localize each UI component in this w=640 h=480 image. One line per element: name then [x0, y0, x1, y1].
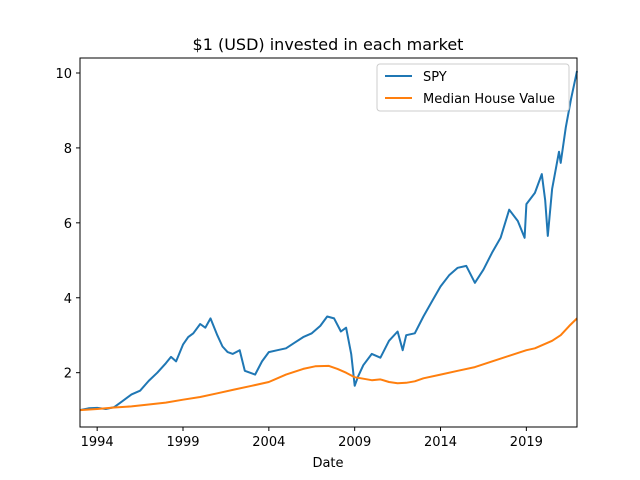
- y-tick-label: 10: [55, 67, 72, 82]
- series-line-0: [79, 70, 578, 412]
- x-tick-label: 1994: [81, 435, 114, 450]
- axes-layer: 1994 1999 2004 2009 2014 2019 2 4 6 8 10: [55, 57, 578, 450]
- y-tick-label: 2: [64, 367, 72, 382]
- axes-frame: [79, 57, 578, 428]
- x-tick-label: 2009: [338, 435, 371, 450]
- x-tick-label: 1999: [166, 435, 199, 450]
- y-tick-label: 4: [64, 292, 72, 307]
- legend-label-0: SPY: [423, 70, 447, 85]
- y-tick-label: 8: [64, 142, 72, 157]
- x-tick-label: 2019: [510, 435, 543, 450]
- chart-title: $1 (USD) invested in each market: [193, 35, 464, 54]
- x-tick-label: 2014: [424, 435, 457, 450]
- series-line-1: [79, 317, 578, 412]
- legend: SPY Median House Value: [376, 63, 570, 112]
- series-layer: [79, 70, 578, 412]
- y-tick-label: 6: [64, 217, 72, 232]
- x-tick-label: 2004: [252, 435, 285, 450]
- legend-label-1: Median House Value: [423, 92, 555, 107]
- legend-box: [376, 63, 570, 112]
- x-axis-label: Date: [312, 456, 343, 471]
